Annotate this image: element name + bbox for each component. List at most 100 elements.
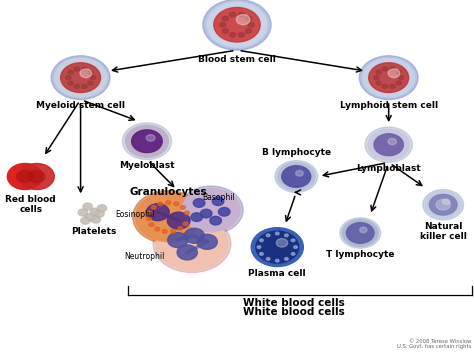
Text: Natural
killer cell: Natural killer cell bbox=[420, 222, 466, 241]
Circle shape bbox=[178, 227, 183, 231]
Text: Blood stem cell: Blood stem cell bbox=[198, 55, 276, 64]
Circle shape bbox=[296, 170, 303, 176]
Circle shape bbox=[275, 259, 279, 262]
Circle shape bbox=[369, 63, 409, 92]
Circle shape bbox=[284, 257, 288, 260]
Circle shape bbox=[88, 70, 93, 74]
Circle shape bbox=[276, 239, 288, 247]
Text: Myeloblast: Myeloblast bbox=[119, 161, 175, 170]
Circle shape bbox=[275, 161, 318, 192]
Circle shape bbox=[237, 14, 250, 25]
Circle shape bbox=[97, 205, 107, 212]
Circle shape bbox=[390, 67, 395, 71]
Circle shape bbox=[17, 170, 33, 183]
Circle shape bbox=[219, 208, 230, 216]
Circle shape bbox=[97, 211, 102, 216]
Text: T lymphocyte: T lymphocyte bbox=[326, 250, 394, 259]
Circle shape bbox=[168, 233, 188, 247]
Circle shape bbox=[153, 215, 231, 273]
Circle shape bbox=[346, 223, 374, 243]
Circle shape bbox=[291, 239, 295, 242]
Circle shape bbox=[360, 227, 367, 233]
Text: White blood cells: White blood cells bbox=[243, 298, 345, 307]
Circle shape bbox=[90, 76, 96, 80]
Circle shape bbox=[99, 206, 105, 210]
Circle shape bbox=[374, 134, 403, 156]
Circle shape bbox=[256, 231, 299, 263]
Text: B lymphocyte: B lymphocyte bbox=[262, 148, 331, 157]
Circle shape bbox=[80, 210, 86, 215]
Circle shape bbox=[376, 81, 382, 85]
Circle shape bbox=[19, 163, 54, 190]
Circle shape bbox=[363, 58, 415, 97]
Circle shape bbox=[238, 32, 245, 37]
Circle shape bbox=[181, 205, 185, 209]
Circle shape bbox=[156, 217, 228, 270]
Circle shape bbox=[133, 191, 204, 244]
Circle shape bbox=[266, 257, 270, 260]
Text: Platelets: Platelets bbox=[71, 227, 117, 235]
Circle shape bbox=[214, 7, 260, 42]
Circle shape bbox=[166, 201, 171, 204]
Text: Lymphoid stem cell: Lymphoid stem cell bbox=[339, 101, 438, 109]
Circle shape bbox=[191, 213, 202, 221]
Circle shape bbox=[291, 252, 295, 255]
Circle shape bbox=[184, 211, 190, 215]
Text: Eosinophil: Eosinophil bbox=[115, 210, 155, 219]
Circle shape bbox=[151, 205, 156, 209]
Circle shape bbox=[398, 76, 404, 80]
Circle shape bbox=[257, 246, 261, 249]
Circle shape bbox=[149, 223, 154, 227]
Circle shape bbox=[193, 199, 205, 207]
Text: Lymphoblast: Lymphoblast bbox=[356, 164, 421, 173]
Circle shape bbox=[167, 212, 190, 229]
Circle shape bbox=[132, 130, 162, 152]
Circle shape bbox=[340, 218, 381, 248]
Circle shape bbox=[174, 202, 179, 206]
Circle shape bbox=[179, 186, 243, 234]
Circle shape bbox=[222, 29, 228, 33]
Circle shape bbox=[266, 234, 270, 237]
Circle shape bbox=[277, 162, 315, 191]
Circle shape bbox=[183, 222, 188, 226]
Circle shape bbox=[146, 134, 155, 141]
Circle shape bbox=[146, 204, 169, 221]
Text: Neutrophil: Neutrophil bbox=[124, 252, 165, 261]
Circle shape bbox=[146, 217, 151, 221]
Circle shape bbox=[246, 16, 252, 21]
Circle shape bbox=[229, 32, 236, 37]
Circle shape bbox=[229, 12, 236, 17]
Circle shape bbox=[284, 234, 288, 237]
Circle shape bbox=[382, 67, 388, 71]
Circle shape bbox=[82, 219, 88, 223]
Text: White blood cells: White blood cells bbox=[243, 307, 345, 317]
Circle shape bbox=[342, 220, 378, 246]
Circle shape bbox=[429, 195, 457, 215]
Circle shape bbox=[203, 0, 271, 50]
Circle shape bbox=[93, 217, 99, 222]
Circle shape bbox=[368, 130, 409, 160]
Circle shape bbox=[80, 69, 92, 78]
Circle shape bbox=[425, 191, 461, 218]
Circle shape bbox=[74, 84, 80, 88]
Circle shape bbox=[396, 70, 401, 74]
Circle shape bbox=[222, 16, 228, 21]
Circle shape bbox=[162, 229, 167, 233]
Circle shape bbox=[376, 70, 382, 74]
Circle shape bbox=[382, 84, 388, 88]
Circle shape bbox=[122, 123, 172, 160]
Circle shape bbox=[201, 209, 212, 218]
Circle shape bbox=[443, 199, 450, 204]
Circle shape bbox=[61, 63, 100, 92]
Circle shape bbox=[246, 29, 252, 33]
Circle shape bbox=[91, 216, 100, 223]
Circle shape bbox=[136, 193, 201, 241]
Text: Granulocytes: Granulocytes bbox=[129, 187, 207, 197]
Circle shape bbox=[82, 84, 87, 88]
Text: Red blood
cells: Red blood cells bbox=[6, 195, 56, 214]
Circle shape bbox=[65, 76, 71, 80]
Circle shape bbox=[81, 217, 90, 224]
Circle shape bbox=[282, 166, 311, 187]
Text: Myeloid stem cell: Myeloid stem cell bbox=[36, 101, 125, 109]
Circle shape bbox=[260, 239, 264, 242]
